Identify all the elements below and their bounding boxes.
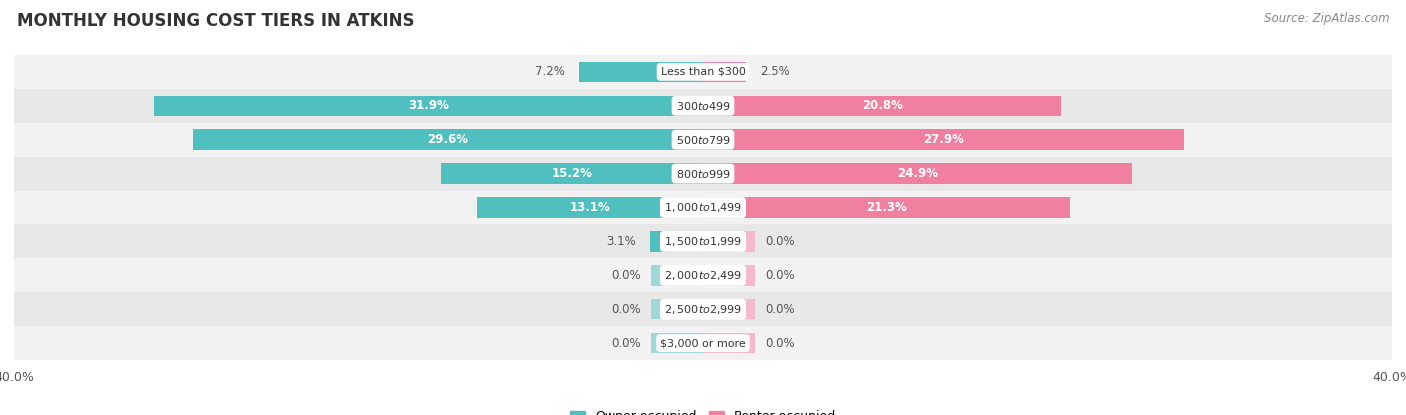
Text: 0.0%: 0.0%	[765, 303, 794, 316]
Text: 2.5%: 2.5%	[759, 65, 790, 78]
Text: 0.0%: 0.0%	[765, 337, 794, 350]
Bar	[651, 265, 703, 286]
Text: $3,000 or more: $3,000 or more	[661, 338, 745, 348]
Bar	[650, 231, 703, 251]
Bar	[478, 197, 703, 218]
Bar	[703, 231, 755, 251]
Text: 27.9%: 27.9%	[922, 133, 963, 146]
Text: Source: ZipAtlas.com: Source: ZipAtlas.com	[1264, 12, 1389, 25]
Text: 0.0%: 0.0%	[765, 269, 794, 282]
Bar	[703, 333, 755, 353]
Text: 31.9%: 31.9%	[408, 99, 449, 112]
Bar	[14, 259, 1392, 292]
Text: $1,500 to $1,999: $1,500 to $1,999	[664, 235, 742, 248]
Text: 13.1%: 13.1%	[569, 201, 610, 214]
Bar	[703, 95, 1062, 116]
Bar	[703, 299, 755, 320]
Bar	[703, 197, 1070, 218]
Bar	[14, 55, 1392, 89]
Text: 0.0%: 0.0%	[612, 337, 641, 350]
Bar	[14, 225, 1392, 259]
Bar	[14, 292, 1392, 326]
Bar	[703, 265, 755, 286]
Bar	[703, 129, 1184, 150]
Bar	[651, 333, 703, 353]
Text: 21.3%: 21.3%	[866, 201, 907, 214]
Text: MONTHLY HOUSING COST TIERS IN ATKINS: MONTHLY HOUSING COST TIERS IN ATKINS	[17, 12, 415, 30]
Bar	[14, 326, 1392, 360]
Text: 0.0%: 0.0%	[765, 235, 794, 248]
Bar	[651, 299, 703, 320]
Bar	[14, 190, 1392, 225]
Bar	[703, 62, 747, 82]
Text: 15.2%: 15.2%	[551, 167, 592, 180]
Bar	[703, 164, 1132, 184]
Text: $800 to $999: $800 to $999	[675, 168, 731, 180]
Bar	[193, 129, 703, 150]
Text: 7.2%: 7.2%	[536, 65, 565, 78]
Text: 29.6%: 29.6%	[427, 133, 468, 146]
Text: 24.9%: 24.9%	[897, 167, 938, 180]
Text: $500 to $799: $500 to $799	[675, 134, 731, 146]
Text: 3.1%: 3.1%	[606, 235, 636, 248]
Bar	[14, 156, 1392, 190]
Text: $2,500 to $2,999: $2,500 to $2,999	[664, 303, 742, 316]
Bar	[153, 95, 703, 116]
Bar	[441, 164, 703, 184]
Legend: Owner-occupied, Renter-occupied: Owner-occupied, Renter-occupied	[565, 405, 841, 415]
Text: Less than $300: Less than $300	[661, 67, 745, 77]
Bar	[14, 123, 1392, 156]
Text: 20.8%: 20.8%	[862, 99, 903, 112]
Bar	[579, 62, 703, 82]
Text: 0.0%: 0.0%	[612, 269, 641, 282]
Text: 0.0%: 0.0%	[612, 303, 641, 316]
Text: $300 to $499: $300 to $499	[675, 100, 731, 112]
Text: $2,000 to $2,499: $2,000 to $2,499	[664, 269, 742, 282]
Bar	[14, 89, 1392, 123]
Text: $1,000 to $1,499: $1,000 to $1,499	[664, 201, 742, 214]
